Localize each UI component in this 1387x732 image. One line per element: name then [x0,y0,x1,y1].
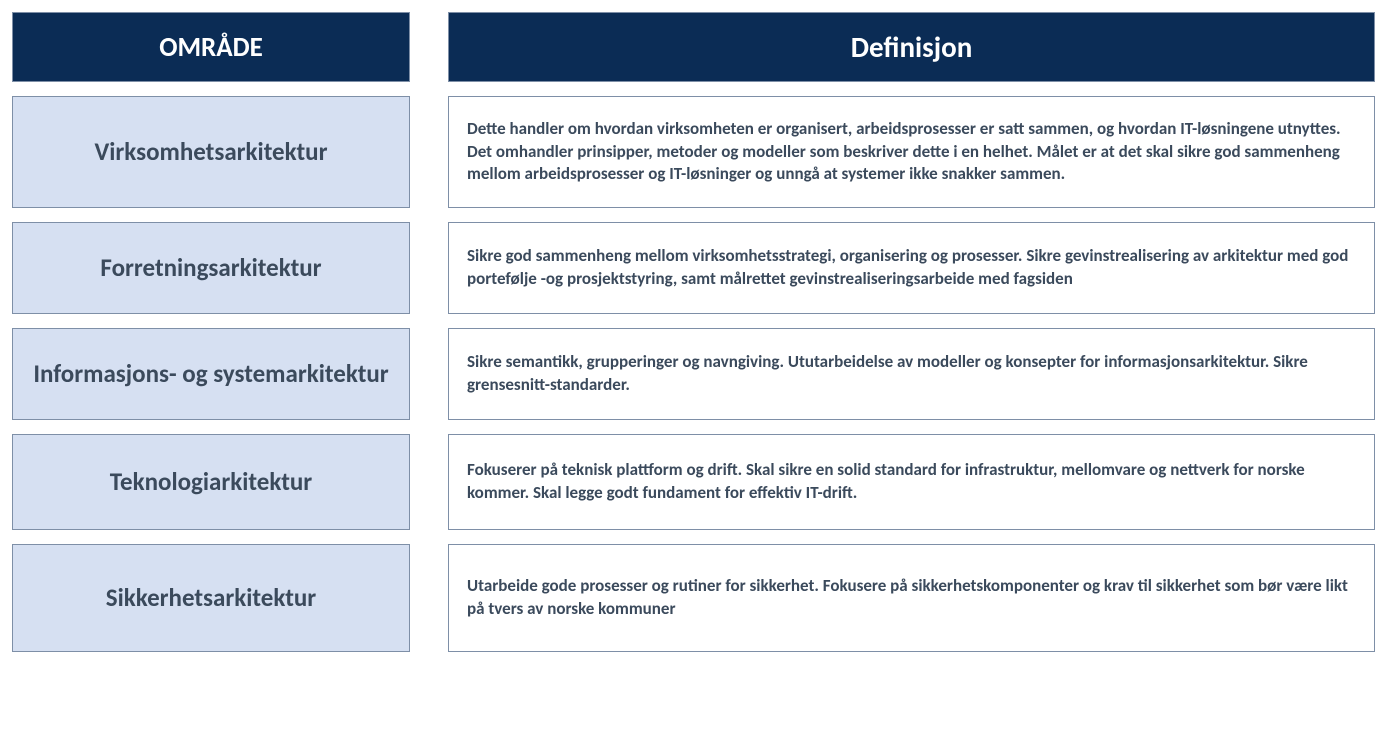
definition-cell: Utarbeide gode prosesser og rutiner for … [448,544,1375,652]
area-cell: Forretningsarkitektur [12,222,410,314]
table-row: Virksomhetsarkitektur Dette handler om h… [12,96,1375,208]
table-row: Sikkerhetsarkitektur Utarbeide gode pros… [12,544,1375,652]
table-row: Informasjons- og systemarkitektur Sikre … [12,328,1375,420]
table-row: Teknologiarkitektur Fokuserer på teknisk… [12,434,1375,530]
definition-cell: Sikre semantikk, grupperinger og navngiv… [448,328,1375,420]
header-row: OMRÅDE Definisjon [12,12,1375,82]
table-row: Forretningsarkitektur Sikre god sammenhe… [12,222,1375,314]
header-area: OMRÅDE [12,12,410,82]
area-cell: Virksomhetsarkitektur [12,96,410,208]
definition-cell: Fokuserer på teknisk plattform og drift.… [448,434,1375,530]
area-cell: Informasjons- og systemarkitektur [12,328,410,420]
area-cell: Sikkerhetsarkitektur [12,544,410,652]
definition-cell: Sikre god sammenheng mellom virksomhetss… [448,222,1375,314]
header-definition: Definisjon [448,12,1375,82]
definition-cell: Dette handler om hvordan virksomheten er… [448,96,1375,208]
architecture-table: OMRÅDE Definisjon Virksomhetsarkitektur … [12,12,1375,652]
area-cell: Teknologiarkitektur [12,434,410,530]
